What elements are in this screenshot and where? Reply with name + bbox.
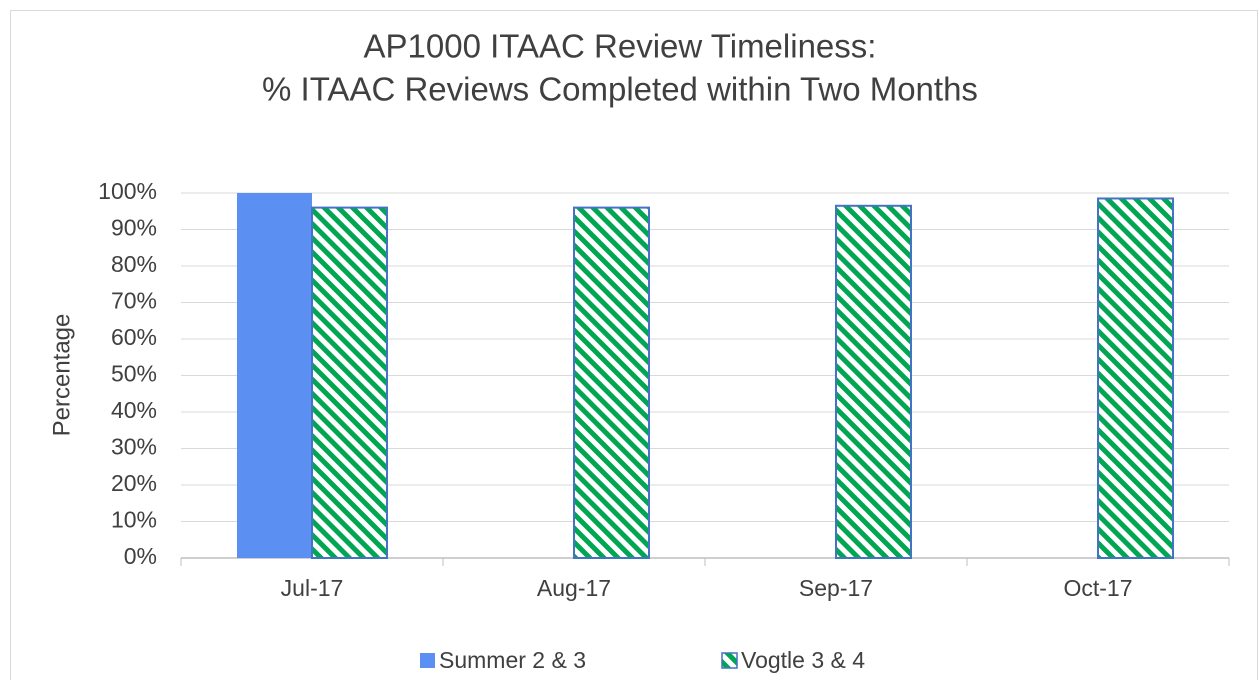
y-tick-label: 100% <box>98 178 157 204</box>
legend-label: Summer 2 & 3 <box>439 647 586 673</box>
y-tick-label: 70% <box>111 288 157 314</box>
y-tick-label: 20% <box>111 470 157 496</box>
bar <box>1097 197 1174 559</box>
y-tick-label: 50% <box>111 361 157 387</box>
y-tick-label: 90% <box>111 215 157 241</box>
legend-swatch <box>721 652 738 669</box>
y-tick-label: 0% <box>124 543 157 569</box>
y-tick-label: 40% <box>111 397 157 423</box>
chart-title: % ITAAC Reviews Completed within Two Mon… <box>262 71 978 108</box>
legend-label: Vogtle 3 & 4 <box>741 647 865 673</box>
bar <box>835 204 912 559</box>
bar <box>311 206 388 559</box>
x-tick-label: Aug-17 <box>537 575 611 601</box>
bar <box>573 206 650 559</box>
y-axis-label: Percentage <box>48 314 75 437</box>
y-tick-label: 30% <box>111 434 157 460</box>
y-tick-label: 60% <box>111 324 157 350</box>
legend-swatch <box>420 653 435 668</box>
x-tick-label: Sep-17 <box>799 575 873 601</box>
y-tick-label: 10% <box>111 507 157 533</box>
chart-title: AP1000 ITAAC Review Timeliness: <box>364 28 877 65</box>
bar <box>237 193 312 558</box>
x-tick-label: Jul-17 <box>281 575 344 601</box>
y-tick-label: 80% <box>111 251 157 277</box>
x-tick-label: Oct-17 <box>1063 575 1132 601</box>
